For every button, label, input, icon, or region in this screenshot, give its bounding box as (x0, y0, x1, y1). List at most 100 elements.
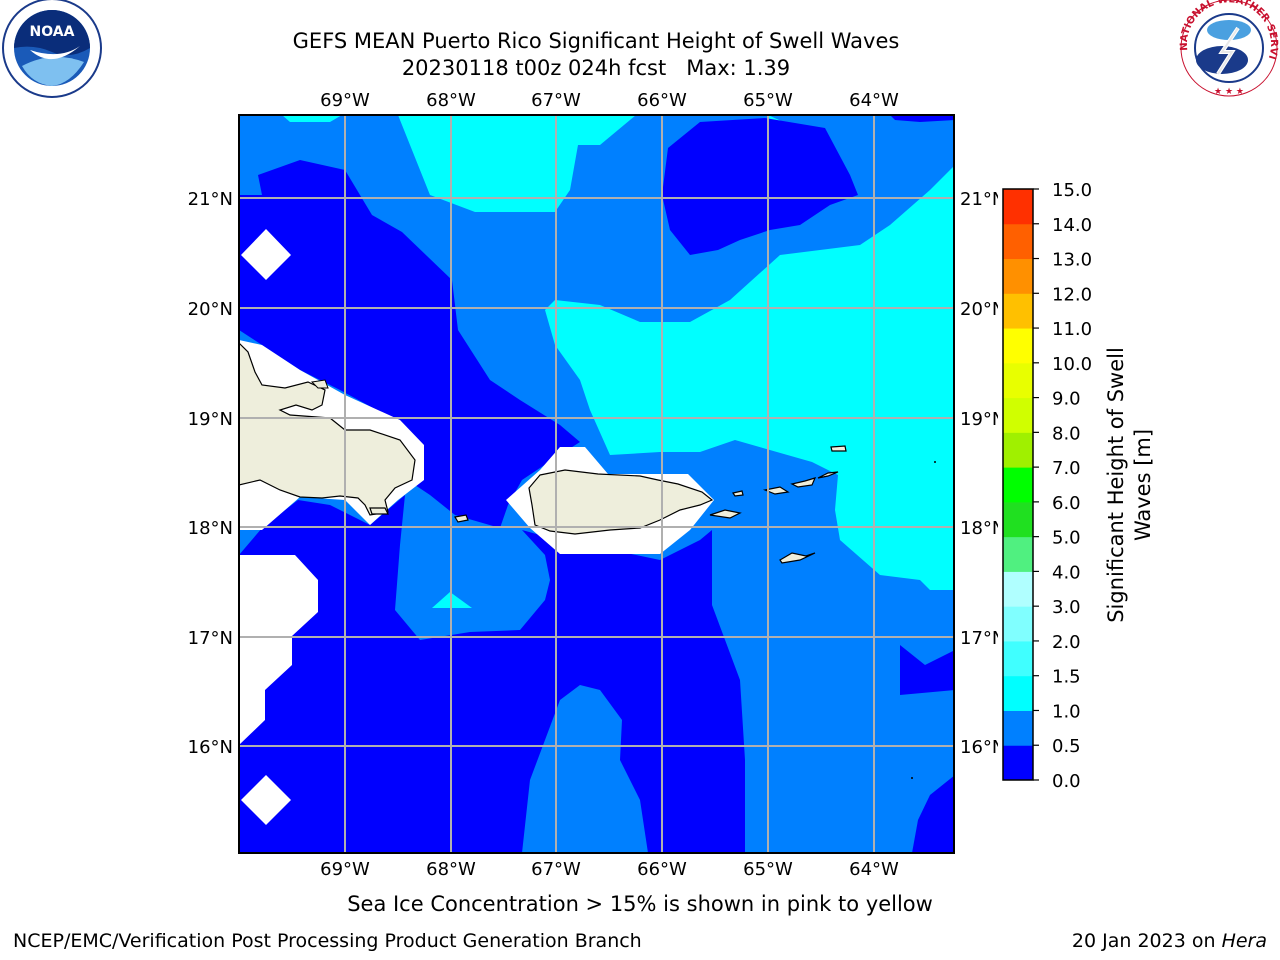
colorbar-tick-label: 5.0 (1052, 528, 1081, 549)
colorbar-tick-label: 13.0 (1052, 250, 1092, 271)
colorbar-label-line-1: Significant Height of Swell (1104, 347, 1128, 623)
puerto-rico (528, 469, 714, 535)
mona-island (454, 514, 469, 523)
colorbar-tick-label: 0.0 (1052, 771, 1081, 792)
st-thomas (762, 486, 790, 495)
vieques (709, 509, 742, 519)
lon-label: 64°W (849, 90, 899, 111)
lat-label: 20°N (960, 299, 1005, 320)
lat-label: 19°N (960, 409, 1005, 430)
virgin-gorda (817, 471, 839, 479)
lat-label: 21°N (188, 189, 233, 210)
lon-label: 66°W (637, 90, 687, 111)
saona (369, 507, 389, 515)
islet (310, 379, 329, 389)
lat-labels-left: 21°N 20°N 19°N 18°N 17°N 16°N (188, 189, 233, 758)
colorbar-tick-label: 9.0 (1052, 389, 1081, 410)
colorbar-segments (1003, 189, 1033, 781)
noaa-logo-text: NOAA (30, 24, 75, 40)
colorbar-tick-label: 6.0 (1052, 493, 1081, 514)
islet (934, 461, 936, 463)
lon-label: 69°W (320, 90, 370, 111)
lat-label: 18°N (188, 518, 233, 539)
colorbar-tick-label: 12.0 (1052, 284, 1092, 305)
lon-labels-bottom: 69°W 68°W 67°W 66°W 65°W 64°W (320, 859, 899, 880)
swell-band-10-15 (282, 115, 955, 608)
colorbar-ticks: 0.0 0.5 1.0 1.5 2.0 3.0 4.0 5.0 6.0 7.0 8.0 9.0 10.0… (1033, 180, 1092, 792)
lon-label: 67°W (531, 90, 581, 111)
colorbar-segment (1003, 640, 1033, 677)
st-croix (779, 552, 816, 564)
colorbar: 0.0 0.5 1.0 1.5 2.0 3.0 4.0 5.0 6.0 7.0 8.0 9.0 10.0… (998, 180, 1155, 792)
land (238, 341, 847, 564)
lon-label: 67°W (531, 859, 581, 880)
footer-date-text: 20 Jan 2023 on (1071, 930, 1222, 952)
title-line-1: GEFS MEAN Puerto Rico Significant Height… (293, 29, 900, 53)
islet (911, 777, 913, 779)
colorbar-tick-label: 8.0 (1052, 423, 1081, 444)
colorbar-segment (1003, 571, 1033, 607)
lon-label: 68°W (426, 90, 476, 111)
colorbar-label-line-2: Waves [m] (1131, 429, 1155, 541)
lat-labels-right: 21°N 20°N 19°N 18°N 17°N 16°N (960, 189, 1005, 758)
lon-label: 65°W (743, 859, 793, 880)
colorbar-segment (1003, 223, 1033, 260)
lat-label: 19°N (188, 409, 233, 430)
colorbar-tick-label: 1.0 (1052, 701, 1081, 722)
colorbar-segment (1003, 745, 1033, 781)
tortola (790, 477, 817, 488)
footer-credit: NCEP/EMC/Verification Post Processing Pr… (13, 930, 642, 952)
map-frame (238, 114, 955, 854)
hispaniola (238, 341, 416, 516)
culebra (732, 490, 744, 497)
colorbar-segment (1003, 675, 1033, 711)
colorbar-tick-label: 15.0 (1052, 180, 1092, 201)
lat-label: 17°N (188, 628, 233, 649)
lat-label: 17°N (960, 628, 1005, 649)
lat-label: 16°N (188, 737, 233, 758)
lon-label: 69°W (320, 859, 370, 880)
colorbar-segment (1003, 467, 1033, 503)
colorbar-segment (1003, 362, 1033, 399)
anegada (830, 445, 847, 452)
footer-date: 20 Jan 2023 on Hera (1072, 930, 1267, 952)
colorbar-tick-label: 11.0 (1052, 319, 1092, 340)
sea-ice-caption: Sea Ice Concentration > 15% is shown in … (347, 892, 933, 916)
colorbar-segment (1003, 432, 1033, 468)
colorbar-frame (1002, 188, 1034, 781)
colorbar-segment (1003, 293, 1033, 329)
colorbar-tick-label: 3.0 (1052, 597, 1081, 618)
lat-label: 18°N (960, 518, 1005, 539)
lon-labels-top: 69°W 68°W 67°W 66°W 65°W 64°W (320, 90, 899, 111)
lat-label: 20°N (188, 299, 233, 320)
lon-label: 64°W (849, 859, 899, 880)
colorbar-segment (1003, 606, 1033, 642)
noaa-logo: NOAA (2, 0, 102, 98)
colorbar-tick-label: 0.5 (1052, 736, 1081, 757)
colorbar-segment (1003, 710, 1033, 746)
colorbar-tick-label: 1.5 (1052, 667, 1081, 688)
gridlines (239, 115, 954, 853)
footer-machine: Hera (1221, 930, 1267, 952)
title-line-2: 20230118 t00z 024h fcst Max: 1.39 (402, 56, 790, 80)
lat-label: 16°N (960, 737, 1005, 758)
lon-label: 65°W (743, 90, 793, 111)
lon-label: 68°W (426, 859, 476, 880)
colorbar-segment (1003, 189, 1033, 225)
lon-label: 66°W (637, 859, 687, 880)
colorbar-segment (1003, 328, 1033, 364)
colorbar-tick-label: 4.0 (1052, 562, 1081, 583)
lat-label: 21°N (960, 189, 1005, 210)
colorbar-tick-label: 10.0 (1052, 354, 1092, 375)
colorbar-tick-label: 14.0 (1052, 215, 1092, 236)
colorbar-segment (1003, 258, 1033, 294)
nws-stars: ★ ★ ★ (1214, 87, 1244, 97)
colorbar-tick-label: 7.0 (1052, 458, 1081, 479)
colorbar-segment (1003, 536, 1033, 572)
colorbar-segment (1003, 397, 1033, 433)
colorbar-tick-label: 2.0 (1052, 632, 1081, 653)
swell-band-00-05 (239, 115, 955, 853)
colorbar-segment (1003, 501, 1033, 538)
map-panel (238, 114, 955, 854)
